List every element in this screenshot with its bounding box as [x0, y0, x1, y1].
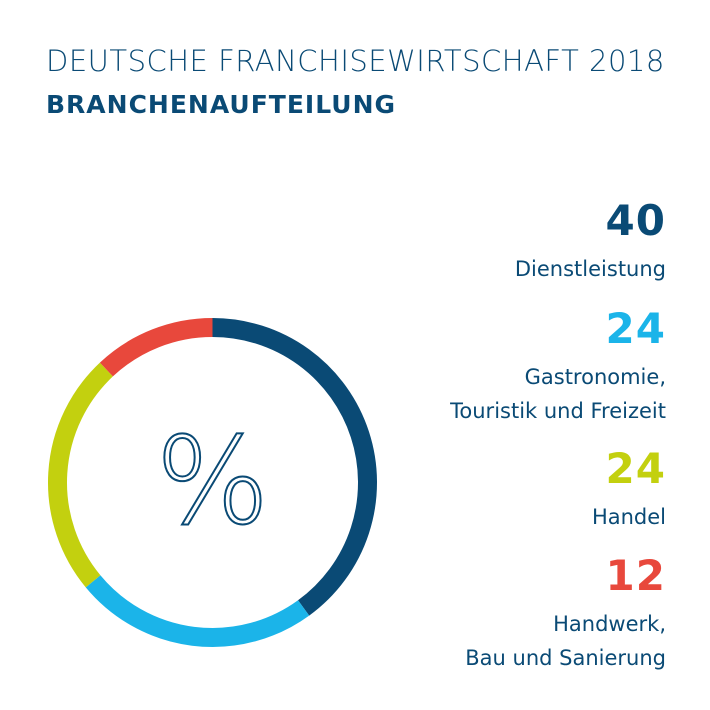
legend-label: Dienstleistung: [515, 252, 666, 286]
donut-slice-4: [99, 318, 213, 377]
donut-chart: %: [48, 318, 377, 647]
legend-label-line: Dienstleistung: [514, 257, 666, 281]
legend-item-handwerk: 12 Handwerk, Bau und Sanierung: [465, 555, 666, 675]
legend-label-line: Gastronomie,: [524, 365, 666, 389]
legend-item-handel: 24 Handel: [592, 448, 666, 534]
chart-title: DEUTSCHE FRANCHISEWIRTSCHAFT 2018: [46, 44, 665, 78]
legend-label: Gastronomie, Touristik und Freizeit: [450, 360, 666, 428]
legend-item-dienstleistung: 40 Dienstleistung: [515, 200, 666, 286]
donut-slice-3: [48, 362, 113, 588]
legend-label-line: Handwerk,: [553, 612, 666, 636]
donut-slice-1: [212, 318, 377, 616]
legend-item-gastronomie: 24 Gastronomie, Touristik und Freizeit: [450, 308, 666, 428]
legend-value: 12: [605, 551, 666, 600]
legend-label: Handwerk, Bau und Sanierung: [465, 607, 666, 675]
legend-value: 24: [605, 444, 666, 493]
chart-subtitle: BRANCHENAUFTEILUNG: [46, 90, 397, 119]
legend-label-line: Touristik und Freizeit: [450, 399, 666, 423]
legend-label-line: Bau und Sanierung: [465, 646, 666, 670]
legend-label: Handel: [592, 500, 666, 534]
legend-label-line: Handel: [591, 505, 666, 529]
donut-slice-2: [85, 575, 310, 647]
legend-value: 40: [605, 196, 666, 245]
legend-value: 24: [605, 304, 666, 353]
center-percent-label: %: [155, 413, 269, 552]
